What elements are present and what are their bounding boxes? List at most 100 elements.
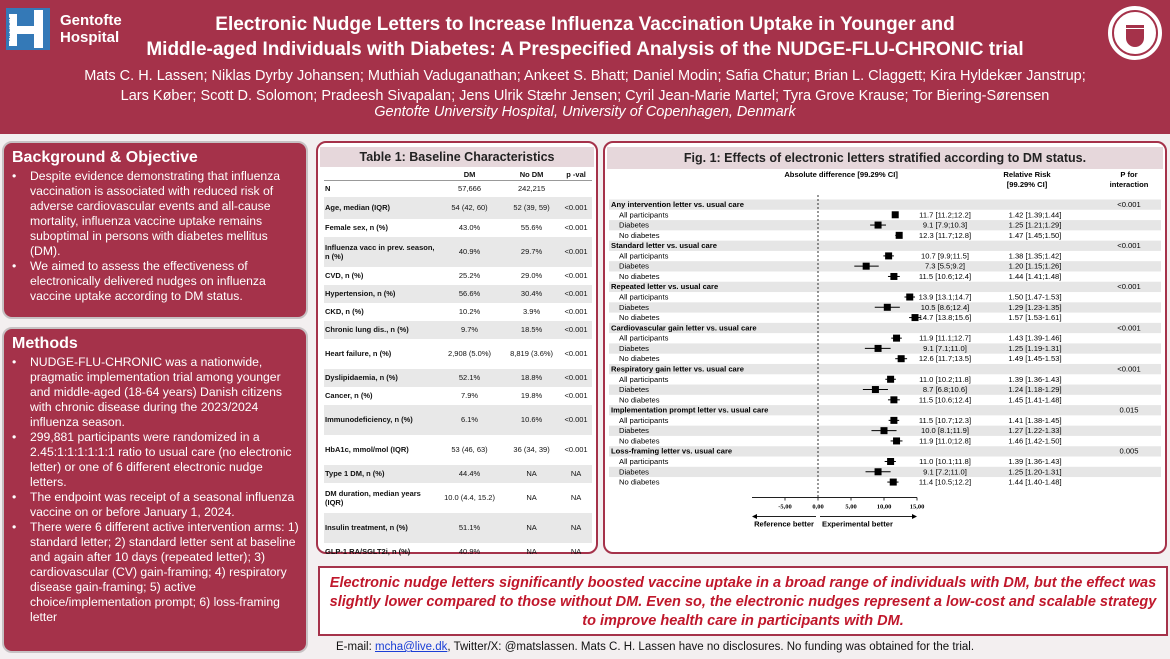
row-label: Type 1 DM, n (%) [324, 464, 436, 483]
subgroup-label: Diabetes [619, 262, 649, 271]
row-label: Cancer, n (%) [325, 391, 373, 400]
point-estimate [890, 396, 898, 404]
subgroup-label: Diabetes [619, 426, 649, 435]
subgroup-label: All participants [619, 334, 669, 343]
table-cell: <0.001 [564, 271, 588, 280]
p-interaction: <0.001 [1117, 364, 1140, 373]
table-cell: 7.9% [460, 391, 479, 400]
subgroup-label: Diabetes [619, 344, 649, 353]
x-tick-label: 15,00 [910, 504, 925, 511]
row-label: Chronic lung dis., n (%) [324, 320, 436, 339]
table-cell: <0.001 [560, 284, 592, 303]
table-cell: 18.5% [503, 320, 561, 339]
abs-diff-value: 14.7 [13.8;15.6] [919, 313, 972, 322]
subgroup-label: Diabetes [619, 385, 649, 394]
table-row: Chronic lung dis., n (%) 9.7% 18.5% <0.001 [324, 320, 592, 339]
abs-diff-value: 10.0 [8.1;11.9] [921, 426, 969, 435]
rr-value: 1.42 [1.39;1.44] [1009, 210, 1062, 219]
group-label: Respiratory gain letter vs. usual care [611, 364, 744, 373]
table-row: Age, median (IQR) 54 (42, 60) 52 (39, 59) <… [324, 196, 592, 219]
x-tick-label: 0,00 [812, 504, 823, 511]
abs-diff-value: 10.7 [9.9;11.5] [921, 251, 969, 260]
row-label: Female sex, n (%) [325, 223, 388, 232]
table-header-cell: p -val [560, 169, 592, 181]
abs-diff-value: 13.9 [13.1;14.7] [919, 293, 972, 302]
rr-value: 1.49 [1.45-1.53] [1008, 354, 1061, 363]
p-interaction: <0.001 [1117, 323, 1140, 332]
rr-value: 1.44 [1.40-1.48] [1008, 478, 1061, 487]
reference-better-label: Reference better [754, 520, 814, 529]
table-row: HbA1c, mmol/mol (IQR) 53 (46, 63) 36 (34, … [324, 435, 592, 465]
abs-diff-value: 11.4 [10.5;12.2] [919, 478, 971, 487]
subgroup-label: All participants [619, 293, 669, 302]
table-cell: 40.9% [458, 547, 481, 556]
point-estimate [887, 458, 895, 465]
row-label: Immunodeficiency, n (%) [324, 404, 436, 435]
university-seal-logo [1106, 4, 1164, 62]
table-cell: 52 (39, 59) [503, 196, 561, 219]
background-objective-panel: Background & Objective Despite evidence … [2, 141, 308, 319]
rr-value: 1.45 [1.41-1.48] [1008, 395, 1061, 404]
group-label: Repeated letter vs. usual care [611, 282, 718, 291]
affiliation: Gentofte University Hospital, University… [374, 104, 796, 120]
table-cell: 29.7% [503, 236, 561, 267]
background-heading: Background & Objective [12, 149, 198, 166]
subgroup-label: All participants [619, 210, 669, 219]
baseline-table-panel: Table 1: Baseline Characteristics DM No D… [316, 141, 598, 556]
row-label: Dyslipidaemia, n (%) [324, 368, 436, 387]
table-cell: 43.0% [458, 223, 481, 232]
table-cell: <0.001 [564, 445, 588, 454]
subgroup-label: All participants [619, 416, 669, 425]
point-estimate [880, 427, 888, 435]
subgroup-label: No diabetes [619, 231, 660, 240]
table-cell [560, 181, 592, 197]
table-row: Cancer, n (%) 7.9% 19.8% <0.001 [324, 387, 592, 405]
abs-diff-value: 11.0 [10.2;11.8] [919, 375, 971, 384]
rr-value: 1.43 [1.39-1.46] [1008, 334, 1061, 343]
x-tick-label: 10,00 [877, 504, 892, 511]
point-estimate [874, 468, 882, 476]
table-cell: <0.001 [560, 236, 592, 267]
forest-plot-panel: Fig. 1: Effects of electronic letters st… [603, 141, 1167, 554]
table-cell: 8,819 (3.6%) [510, 349, 554, 358]
table-row: Insulin treatment, n (%) 51.1% NA NA [324, 512, 592, 543]
group-band [609, 281, 1161, 293]
p-interaction: 0.005 [1119, 447, 1138, 456]
point-estimate [911, 314, 919, 322]
p-header: P for [1120, 170, 1137, 179]
table-row: DM duration, median years (IQR) 10.0 (4.4… [324, 483, 592, 513]
table-row: Type 1 DM, n (%) 44.4% NA NA [324, 464, 592, 483]
forest-plot: Absolute difference [99.29% CI] Relative … [609, 170, 1161, 529]
table-row: Heart failure, n (%) 2,908 (5.0%) 8,819 (3… [324, 339, 592, 369]
rr-value: 1.57 [1.53-1.61] [1008, 313, 1061, 322]
methods-panel: Methods NUDGE-FLU-CHRONIC was a nationwi… [2, 327, 308, 653]
table-cell: NA [526, 493, 537, 502]
table-row: Immunodeficiency, n (%) 6.1% 10.6% <0.001 [324, 404, 592, 435]
group-label: Standard letter vs. usual care [611, 241, 717, 250]
region-h-logo: REGION [6, 8, 50, 50]
experimental-better-label: Experimental better [822, 520, 893, 529]
p-interaction: <0.001 [1117, 241, 1140, 250]
rr-value: 1.29 [1.23-1.35] [1008, 303, 1061, 312]
abs-diff-value: 12.3 [11.7;12.8] [919, 231, 971, 240]
rr-value: 1.25 [1.19-1.31] [1008, 344, 1061, 353]
table-cell: 10.6% [503, 404, 561, 435]
poster-header: REGION Gentofte Hospital Electronic Nudg… [0, 0, 1170, 134]
region-logo-text: REGION [6, 17, 12, 41]
point-estimate [890, 416, 898, 424]
table-cell: 29.0% [520, 271, 543, 280]
rr-header: Relative Risk [1003, 170, 1051, 179]
table-cell: <0.001 [564, 349, 588, 358]
table-cell: 53 (46, 63) [451, 445, 488, 454]
table-row: GLP-1 RA/SGLT2i, n (%) 40.9% NA NA [324, 543, 592, 561]
subgroup-label: No diabetes [619, 354, 660, 363]
rr-value: 1.47 [1.45;1.50] [1009, 231, 1062, 240]
table-row: Female sex, n (%) 43.0% 55.6% <0.001 [324, 219, 592, 237]
email-link[interactable]: mcha@live.dk [374, 641, 448, 653]
table-header-cell: No DM [503, 169, 561, 181]
table-row: N 57,666 242,215 [324, 181, 592, 197]
table-cell: 9.7% [436, 320, 504, 339]
rr-value: 1.46 [1.42-1.50] [1008, 436, 1061, 445]
table-cell: <0.001 [560, 320, 592, 339]
table-cell: 40.9% [436, 236, 504, 267]
